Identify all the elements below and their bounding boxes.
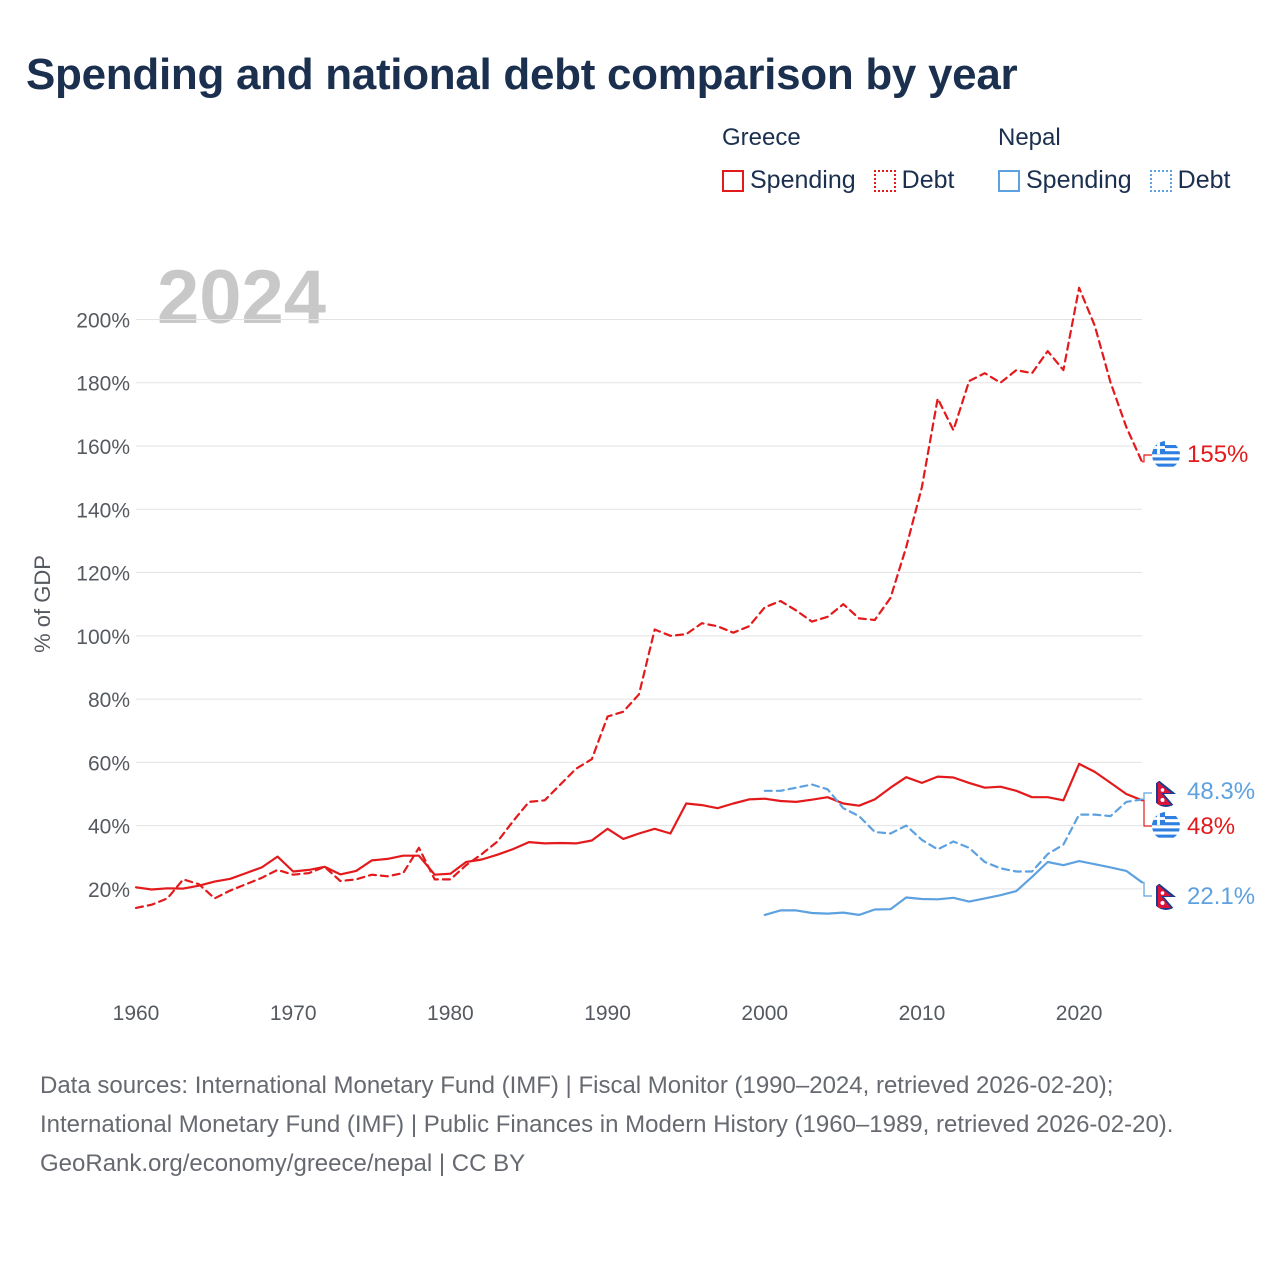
- legend-item-nepal-debt[interactable]: Debt: [1149, 166, 1231, 195]
- legend-label: Debt: [901, 166, 955, 194]
- x-tick-label: 2020: [1056, 1002, 1103, 1025]
- x-tick-label: 1980: [427, 1002, 474, 1025]
- x-tick-label: 1990: [584, 1002, 631, 1025]
- end-value-label: 155%: [1187, 441, 1248, 468]
- legend-group-name: Greece: [722, 124, 801, 151]
- legend-swatch-solid: [722, 169, 744, 192]
- y-tick-label: 40%: [88, 816, 130, 839]
- greece-flag-icon: [1152, 812, 1180, 840]
- data-sources: Data sources: International Monetary Fun…: [40, 1072, 1174, 1138]
- footer: Data sources: International Monetary Fun…: [40, 1066, 1240, 1183]
- end-value-label: 48.3%: [1187, 778, 1255, 805]
- legend-label: Spending: [750, 166, 856, 194]
- series-lines: [134, 286, 1144, 917]
- y-tick-label: 100%: [76, 626, 130, 649]
- nepal-spending-line: [763, 859, 1144, 917]
- nepal-debt-line: [763, 783, 1144, 873]
- end-label-leader: [1142, 792, 1152, 801]
- year-label: 2024: [157, 255, 326, 340]
- legend-group-name: Nepal: [998, 124, 1061, 151]
- legend-swatch-dotted: [1149, 169, 1172, 192]
- x-tick-label: 1970: [270, 1002, 317, 1025]
- end-value-label: 48%: [1187, 813, 1235, 840]
- x-axis: 1960 1970 1980 1990 2000 2010 2020: [113, 1002, 1103, 1025]
- legend-swatch-solid: [998, 169, 1020, 192]
- end-label-leader: [1142, 799, 1152, 827]
- y-tick-label: 160%: [76, 436, 130, 459]
- end-labels: 155% 48% 48.3% 22.1%: [1142, 441, 1255, 911]
- credit-line: GeoRank.org/economy/greece/nepal | CC BY: [40, 1150, 526, 1177]
- y-tick-label: 120%: [76, 563, 130, 586]
- y-axis: 20% 40% 60% 80% 100% 120% 140% 160% 180% 200%: [76, 309, 130, 901]
- x-tick-label: 1960: [113, 1002, 160, 1025]
- line-chart: % of GDP 2024 20% 40% 60% 80% 100% 120% 140% 16…: [30, 255, 1255, 1025]
- y-tick-label: 80%: [88, 689, 130, 712]
- chart-title: Spending and national debt comparison by…: [26, 50, 1018, 99]
- gridlines: [136, 318, 1142, 890]
- legend-label: Debt: [1177, 166, 1231, 194]
- nepal-flag-icon: [1152, 778, 1180, 808]
- greece-spending-line: [134, 762, 1144, 891]
- legend-group-nepal: Nepal Spending Debt: [998, 124, 1230, 195]
- legend-item-greece-debt[interactable]: Debt: [873, 166, 955, 195]
- x-tick-label: 2000: [741, 1002, 788, 1025]
- legend-item-greece-spending[interactable]: Spending: [722, 166, 856, 195]
- legend-group-greece: Greece Spending Debt: [722, 124, 954, 195]
- legend-swatch-dotted: [873, 169, 896, 192]
- end-value-label: 22.1%: [1187, 883, 1255, 910]
- y-tick-label: 200%: [76, 309, 130, 332]
- y-axis-label: % of GDP: [30, 555, 55, 653]
- greece-flag-icon: [1152, 441, 1180, 469]
- x-tick-label: 2010: [899, 1002, 946, 1025]
- end-label-leader: [1142, 454, 1152, 463]
- y-tick-label: 20%: [88, 879, 130, 902]
- greece-debt-line: [134, 286, 1144, 910]
- y-tick-label: 180%: [76, 373, 130, 396]
- nepal-flag-icon: [1152, 881, 1180, 911]
- legend-item-nepal-spending[interactable]: Spending: [998, 166, 1132, 195]
- y-tick-label: 140%: [76, 499, 130, 522]
- legend-label: Spending: [1026, 166, 1132, 194]
- y-tick-label: 60%: [88, 752, 130, 775]
- end-label-leader: [1142, 881, 1152, 897]
